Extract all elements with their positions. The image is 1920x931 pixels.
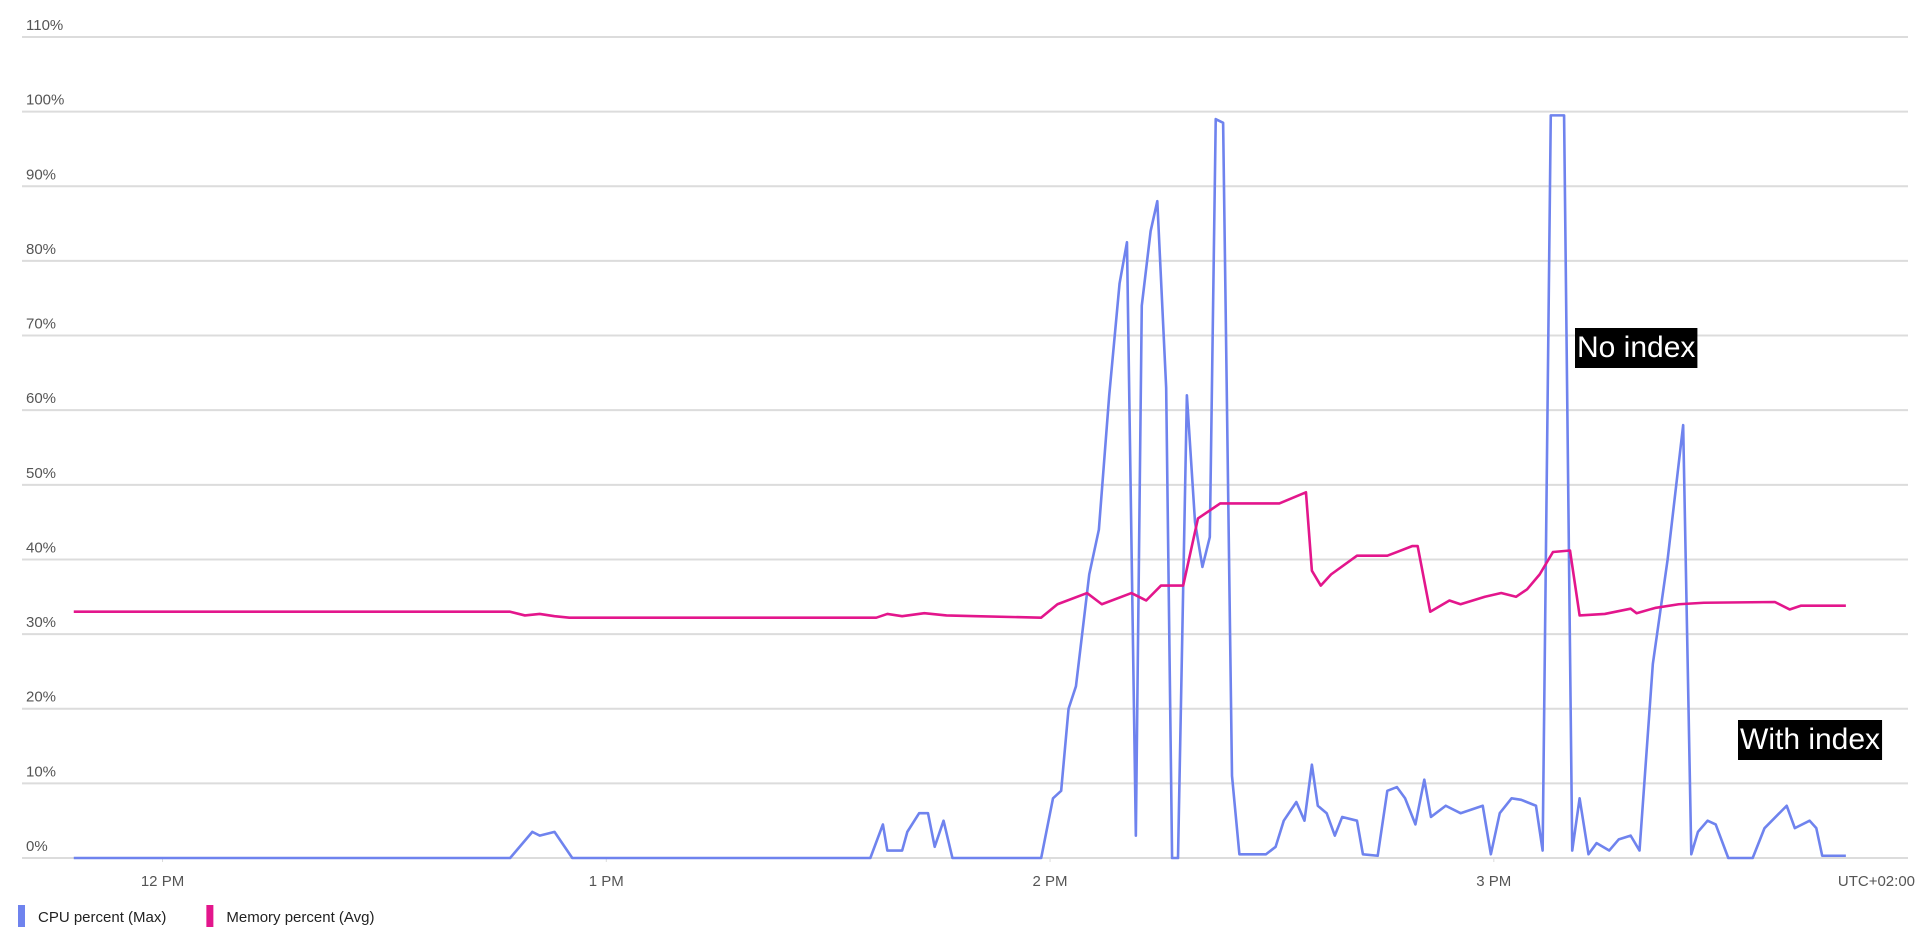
y-tick-label: 30% [26, 614, 56, 631]
y-tick-label: 10% [26, 763, 56, 780]
y-tick-label: 100% [26, 92, 64, 109]
y-tick-label: 110% [26, 17, 63, 34]
x-tick-label: 12 PM [141, 873, 184, 890]
legend-label: Memory percent (Avg) [226, 909, 374, 926]
y-tick-label: 90% [26, 166, 56, 183]
y-tick-label: 20% [26, 689, 56, 706]
y-tick-label: 40% [26, 539, 56, 556]
y-tick-label: 0% [26, 838, 48, 855]
series-line [73, 490, 1846, 619]
annotation-text: With index [1740, 723, 1880, 756]
annotation: With index [1738, 720, 1883, 760]
y-tick-label: 80% [26, 241, 56, 258]
x-tick-label: 3 PM [1476, 873, 1511, 890]
legend-label: CPU percent (Max) [38, 909, 166, 926]
annotation-box [1738, 720, 1883, 760]
legend-swatch [18, 905, 25, 927]
y-tick-label: 70% [26, 316, 56, 333]
x-tick-label: 1 PM [589, 873, 624, 890]
x-tick-label: 2 PM [1033, 873, 1068, 890]
series-line [73, 114, 1846, 860]
y-tick-label: 50% [26, 465, 56, 482]
annotation: No index [1575, 328, 1698, 368]
timezone-label: UTC+02:00 [1838, 873, 1915, 890]
y-tick-label: 60% [26, 390, 56, 407]
legend-swatch [206, 905, 214, 927]
annotation-text: No index [1577, 331, 1695, 364]
annotation-box [1575, 328, 1698, 368]
